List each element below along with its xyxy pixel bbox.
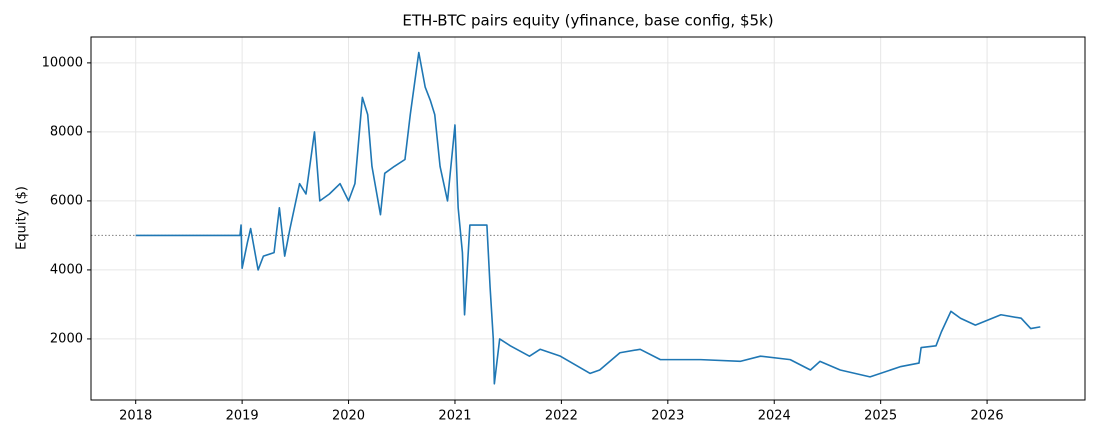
y-axis-label: Equity ($): [15, 186, 30, 250]
x-tick-label: 2025: [864, 409, 897, 424]
x-tick-label: 2020: [332, 409, 365, 424]
x-tick-label: 2019: [226, 409, 259, 424]
x-tick-label: 2022: [545, 409, 578, 424]
y-tick-label: 4000: [50, 262, 83, 277]
plot-frame: [90, 36, 1086, 401]
x-tick-label: 2024: [758, 409, 791, 424]
equity-line: [135, 51, 1041, 385]
x-tick-label: 2023: [651, 409, 684, 424]
x-tick-label: 2026: [971, 409, 1004, 424]
y-tick-label: 6000: [50, 193, 83, 208]
x-tick-label: 2018: [119, 409, 152, 424]
chart-title: ETH-BTC pairs equity (yfinance, base con…: [402, 12, 773, 30]
y-tick-label: 2000: [50, 331, 83, 346]
y-tick-label: 10000: [42, 55, 83, 70]
y-tick-label: 8000: [50, 124, 83, 139]
x-tick-label: 2021: [438, 409, 471, 424]
